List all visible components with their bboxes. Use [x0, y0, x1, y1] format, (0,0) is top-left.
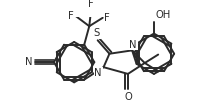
Text: N: N	[129, 40, 137, 50]
Text: N: N	[94, 68, 102, 78]
Text: O: O	[124, 92, 132, 102]
Text: F: F	[88, 0, 94, 9]
Text: F: F	[104, 13, 110, 23]
Text: S: S	[94, 28, 100, 38]
Text: OH: OH	[156, 10, 171, 20]
Text: F: F	[68, 11, 74, 21]
Text: N: N	[26, 57, 33, 67]
